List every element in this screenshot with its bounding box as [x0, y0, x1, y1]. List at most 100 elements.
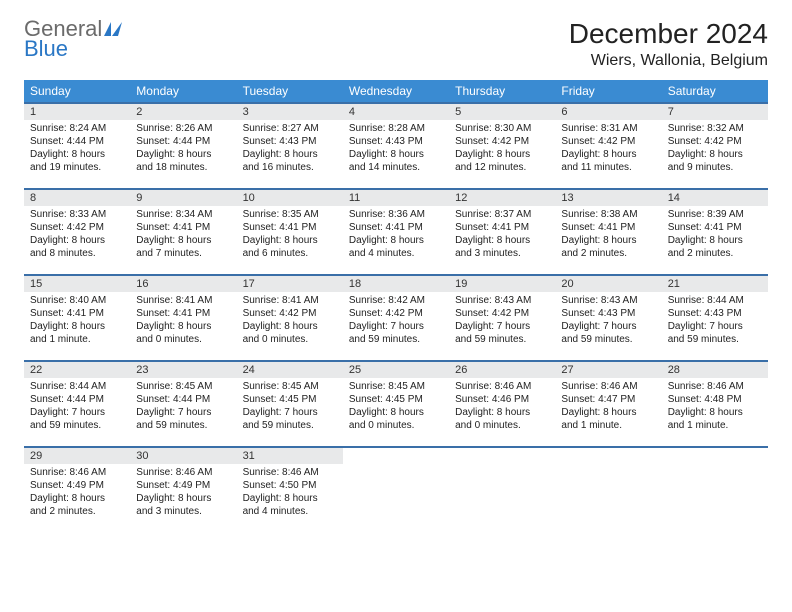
calendar-day-cell: 6Sunrise: 8:31 AMSunset: 4:42 PMDaylight…: [555, 103, 661, 189]
day-details: Sunrise: 8:46 AMSunset: 4:47 PMDaylight:…: [555, 378, 661, 436]
weekday-header: Friday: [555, 80, 661, 103]
day-details: Sunrise: 8:45 AMSunset: 4:44 PMDaylight:…: [130, 378, 236, 436]
brand-blue: Blue: [24, 38, 126, 60]
calendar-day-cell: 25Sunrise: 8:45 AMSunset: 4:45 PMDayligh…: [343, 361, 449, 447]
brand-logo: General Blue: [24, 18, 126, 60]
calendar-day-cell: 20Sunrise: 8:43 AMSunset: 4:43 PMDayligh…: [555, 275, 661, 361]
day-details: Sunrise: 8:41 AMSunset: 4:41 PMDaylight:…: [130, 292, 236, 350]
calendar-day-cell: 13Sunrise: 8:38 AMSunset: 4:41 PMDayligh…: [555, 189, 661, 275]
calendar-day-cell: [449, 447, 555, 533]
header: General Blue December 2024 Wiers, Wallon…: [24, 18, 768, 70]
title-block: December 2024 Wiers, Wallonia, Belgium: [569, 18, 768, 70]
day-details: Sunrise: 8:36 AMSunset: 4:41 PMDaylight:…: [343, 206, 449, 264]
calendar-day-cell: [662, 447, 768, 533]
day-details: Sunrise: 8:44 AMSunset: 4:43 PMDaylight:…: [662, 292, 768, 350]
day-number: 31: [237, 448, 343, 464]
calendar-day-cell: 30Sunrise: 8:46 AMSunset: 4:49 PMDayligh…: [130, 447, 236, 533]
calendar-day-cell: 2Sunrise: 8:26 AMSunset: 4:44 PMDaylight…: [130, 103, 236, 189]
calendar-day-cell: 19Sunrise: 8:43 AMSunset: 4:42 PMDayligh…: [449, 275, 555, 361]
brand-flag-icon: [104, 18, 126, 40]
day-details: Sunrise: 8:35 AMSunset: 4:41 PMDaylight:…: [237, 206, 343, 264]
day-number: 5: [449, 104, 555, 120]
day-number: 27: [555, 362, 661, 378]
day-number: 26: [449, 362, 555, 378]
calendar-day-cell: 17Sunrise: 8:41 AMSunset: 4:42 PMDayligh…: [237, 275, 343, 361]
day-number: 4: [343, 104, 449, 120]
day-number: 20: [555, 276, 661, 292]
calendar-week-row: 15Sunrise: 8:40 AMSunset: 4:41 PMDayligh…: [24, 275, 768, 361]
calendar-day-cell: [555, 447, 661, 533]
page-title: December 2024: [569, 18, 768, 50]
day-details: Sunrise: 8:46 AMSunset: 4:46 PMDaylight:…: [449, 378, 555, 436]
day-number: 9: [130, 190, 236, 206]
day-number: 23: [130, 362, 236, 378]
calendar-day-cell: 7Sunrise: 8:32 AMSunset: 4:42 PMDaylight…: [662, 103, 768, 189]
day-details: Sunrise: 8:41 AMSunset: 4:42 PMDaylight:…: [237, 292, 343, 350]
day-number: 15: [24, 276, 130, 292]
day-details: Sunrise: 8:28 AMSunset: 4:43 PMDaylight:…: [343, 120, 449, 178]
day-details: Sunrise: 8:27 AMSunset: 4:43 PMDaylight:…: [237, 120, 343, 178]
calendar-week-row: 22Sunrise: 8:44 AMSunset: 4:44 PMDayligh…: [24, 361, 768, 447]
location: Wiers, Wallonia, Belgium: [569, 52, 768, 70]
day-number: 1: [24, 104, 130, 120]
day-number: 12: [449, 190, 555, 206]
day-details: Sunrise: 8:37 AMSunset: 4:41 PMDaylight:…: [449, 206, 555, 264]
calendar-week-row: 1Sunrise: 8:24 AMSunset: 4:44 PMDaylight…: [24, 103, 768, 189]
calendar-day-cell: 9Sunrise: 8:34 AMSunset: 4:41 PMDaylight…: [130, 189, 236, 275]
day-number: 30: [130, 448, 236, 464]
calendar-table: SundayMondayTuesdayWednesdayThursdayFrid…: [24, 80, 768, 533]
day-number: 13: [555, 190, 661, 206]
day-number: 29: [24, 448, 130, 464]
day-details: Sunrise: 8:24 AMSunset: 4:44 PMDaylight:…: [24, 120, 130, 178]
day-details: Sunrise: 8:39 AMSunset: 4:41 PMDaylight:…: [662, 206, 768, 264]
calendar-day-cell: 15Sunrise: 8:40 AMSunset: 4:41 PMDayligh…: [24, 275, 130, 361]
day-number: 16: [130, 276, 236, 292]
calendar-week-row: 8Sunrise: 8:33 AMSunset: 4:42 PMDaylight…: [24, 189, 768, 275]
day-number: 11: [343, 190, 449, 206]
day-details: Sunrise: 8:46 AMSunset: 4:50 PMDaylight:…: [237, 464, 343, 522]
calendar-day-cell: [343, 447, 449, 533]
day-details: Sunrise: 8:46 AMSunset: 4:49 PMDaylight:…: [130, 464, 236, 522]
calendar-day-cell: 18Sunrise: 8:42 AMSunset: 4:42 PMDayligh…: [343, 275, 449, 361]
day-details: Sunrise: 8:26 AMSunset: 4:44 PMDaylight:…: [130, 120, 236, 178]
calendar-day-cell: 10Sunrise: 8:35 AMSunset: 4:41 PMDayligh…: [237, 189, 343, 275]
calendar-day-cell: 3Sunrise: 8:27 AMSunset: 4:43 PMDaylight…: [237, 103, 343, 189]
day-number: 18: [343, 276, 449, 292]
day-number: 21: [662, 276, 768, 292]
calendar-day-cell: 4Sunrise: 8:28 AMSunset: 4:43 PMDaylight…: [343, 103, 449, 189]
day-number: 7: [662, 104, 768, 120]
day-details: Sunrise: 8:46 AMSunset: 4:49 PMDaylight:…: [24, 464, 130, 522]
weekday-header: Thursday: [449, 80, 555, 103]
calendar-day-cell: 16Sunrise: 8:41 AMSunset: 4:41 PMDayligh…: [130, 275, 236, 361]
calendar-day-cell: 23Sunrise: 8:45 AMSunset: 4:44 PMDayligh…: [130, 361, 236, 447]
calendar-day-cell: 24Sunrise: 8:45 AMSunset: 4:45 PMDayligh…: [237, 361, 343, 447]
day-details: Sunrise: 8:30 AMSunset: 4:42 PMDaylight:…: [449, 120, 555, 178]
day-number: 6: [555, 104, 661, 120]
weekday-header: Saturday: [662, 80, 768, 103]
day-number: 10: [237, 190, 343, 206]
calendar-day-cell: 8Sunrise: 8:33 AMSunset: 4:42 PMDaylight…: [24, 189, 130, 275]
weekday-header: Sunday: [24, 80, 130, 103]
calendar-day-cell: 31Sunrise: 8:46 AMSunset: 4:50 PMDayligh…: [237, 447, 343, 533]
day-number: 3: [237, 104, 343, 120]
weekday-header: Monday: [130, 80, 236, 103]
day-details: Sunrise: 8:45 AMSunset: 4:45 PMDaylight:…: [237, 378, 343, 436]
day-details: Sunrise: 8:43 AMSunset: 4:42 PMDaylight:…: [449, 292, 555, 350]
day-details: Sunrise: 8:45 AMSunset: 4:45 PMDaylight:…: [343, 378, 449, 436]
day-number: 25: [343, 362, 449, 378]
day-details: Sunrise: 8:44 AMSunset: 4:44 PMDaylight:…: [24, 378, 130, 436]
day-details: Sunrise: 8:34 AMSunset: 4:41 PMDaylight:…: [130, 206, 236, 264]
day-details: Sunrise: 8:32 AMSunset: 4:42 PMDaylight:…: [662, 120, 768, 178]
calendar-day-cell: 26Sunrise: 8:46 AMSunset: 4:46 PMDayligh…: [449, 361, 555, 447]
weekday-header-row: SundayMondayTuesdayWednesdayThursdayFrid…: [24, 80, 768, 103]
day-details: Sunrise: 8:31 AMSunset: 4:42 PMDaylight:…: [555, 120, 661, 178]
calendar-day-cell: 22Sunrise: 8:44 AMSunset: 4:44 PMDayligh…: [24, 361, 130, 447]
day-number: 22: [24, 362, 130, 378]
day-details: Sunrise: 8:40 AMSunset: 4:41 PMDaylight:…: [24, 292, 130, 350]
day-number: 19: [449, 276, 555, 292]
calendar-body: 1Sunrise: 8:24 AMSunset: 4:44 PMDaylight…: [24, 103, 768, 533]
day-details: Sunrise: 8:38 AMSunset: 4:41 PMDaylight:…: [555, 206, 661, 264]
day-number: 8: [24, 190, 130, 206]
day-number: 24: [237, 362, 343, 378]
weekday-header: Wednesday: [343, 80, 449, 103]
